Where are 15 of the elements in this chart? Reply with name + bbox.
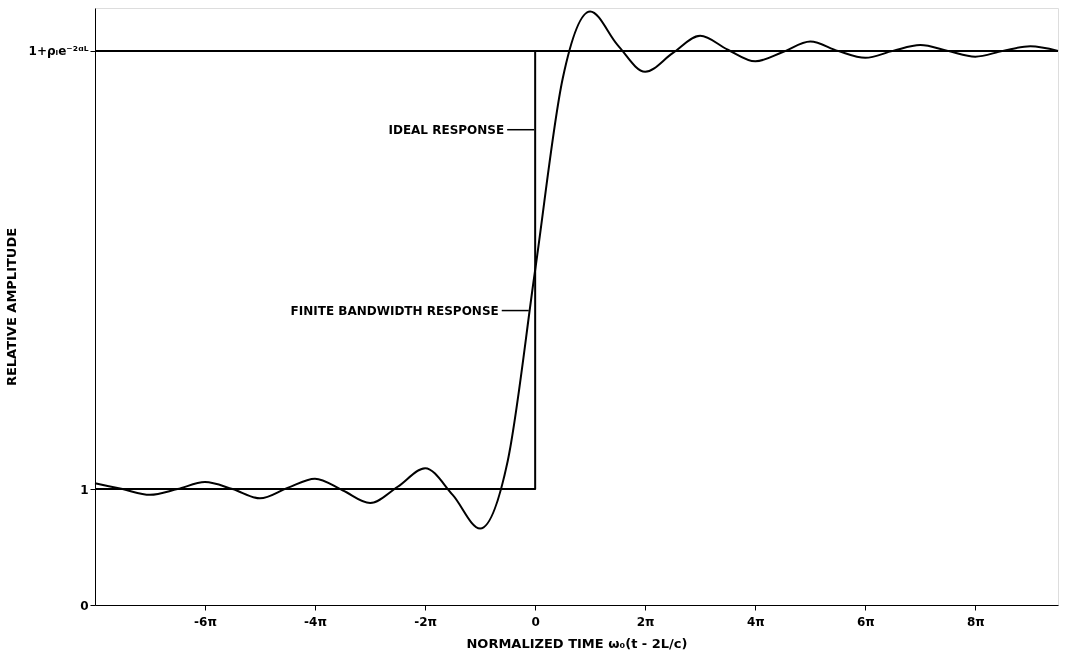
x-tick-label: -2π: [414, 614, 438, 629]
x-tick-label: -6π: [194, 614, 217, 629]
y-tick-label: 1: [80, 482, 89, 497]
y-axis-title: RELATIVE AMPLITUDE: [3, 227, 19, 387]
annotation: FINITE BANDWIDTH RESPONSE: [290, 303, 499, 318]
y-tick-label: 1+ρₗe⁻²ᵅᴸ: [28, 44, 89, 59]
x-tick-label: 6π: [856, 614, 875, 629]
y-tick-label: 0: [80, 598, 89, 613]
x-axis-title: NORMALIZED TIME ω₀(t - 2L/c): [466, 635, 688, 651]
x-tick-label: 4π: [746, 614, 765, 629]
x-tick-label: -4π: [304, 614, 327, 629]
x-tick-label: 8π: [966, 614, 985, 629]
annotation: IDEAL RESPONSE: [388, 122, 505, 137]
x-tick-label: 0: [531, 614, 540, 629]
x-tick-label: 2π: [636, 614, 655, 629]
